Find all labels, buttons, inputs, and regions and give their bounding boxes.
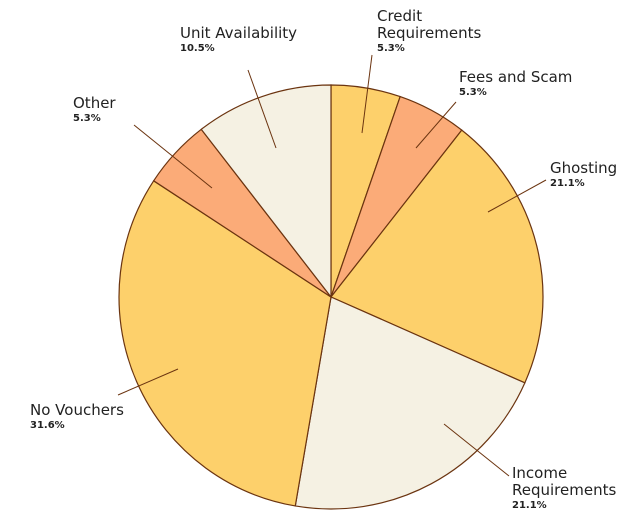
slice-label: Unit Availability 10.5% <box>180 25 297 55</box>
slice-value: 21.1% <box>512 500 547 511</box>
slice-label: Credit Requirements 5.3% <box>377 8 507 55</box>
slice-value: 5.3% <box>377 43 405 54</box>
slice-label: No Vouchers 31.6% <box>30 402 124 432</box>
leader-line <box>415 101 457 149</box>
leader-line <box>117 368 179 396</box>
slice-name: Other <box>73 94 116 112</box>
slice-label: Fees and Scam 5.3% <box>459 69 572 99</box>
slice-name: Ghosting <box>550 159 618 177</box>
pie-slice <box>330 129 544 384</box>
leader-line <box>133 124 213 189</box>
leader-line <box>443 423 510 477</box>
pie-slice <box>294 296 526 510</box>
slice-value: 21.1% <box>550 178 585 189</box>
slice-value: 10.5% <box>180 43 215 54</box>
leader-line <box>487 179 547 213</box>
slice-name: Income Requirements <box>512 464 617 499</box>
pie-slice <box>118 179 332 507</box>
slice-value: 5.3% <box>459 87 487 98</box>
slice-name: Fees and Scam <box>459 68 573 86</box>
leader-line <box>361 54 373 134</box>
pie-slice <box>200 84 332 299</box>
slice-name: Unit Availability <box>180 24 298 42</box>
slice-label: Other 5.3% <box>73 95 116 125</box>
slice-name: Credit Requirements <box>377 7 482 42</box>
slice-value: 31.6% <box>30 420 65 431</box>
slice-name: No Vouchers <box>30 401 124 419</box>
slice-value: 5.3% <box>73 113 101 124</box>
slice-label: Ghosting 21.1% <box>550 160 617 190</box>
slice-label: Income Requirements 21.1% <box>512 465 634 512</box>
leader-line <box>247 69 277 149</box>
